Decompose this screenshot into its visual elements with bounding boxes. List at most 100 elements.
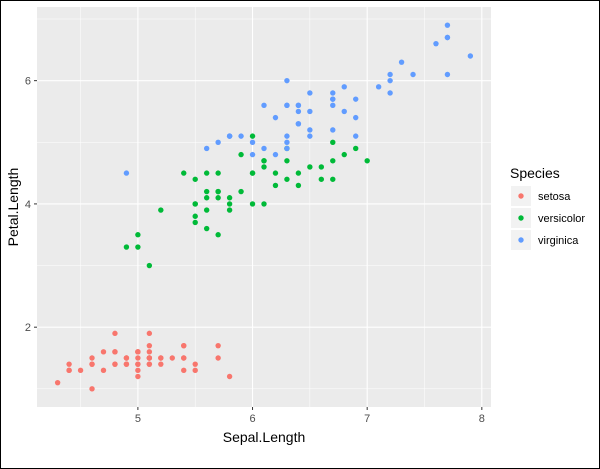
- point-virginica: [295, 108, 302, 115]
- point-virginica: [284, 145, 290, 152]
- point-versicolor: [192, 201, 198, 207]
- point-virginica: [284, 102, 290, 109]
- point-virginica: [226, 133, 233, 139]
- point-versicolor: [330, 139, 336, 145]
- point-versicolor: [215, 188, 221, 195]
- point-versicolor: [135, 244, 141, 250]
- point-virginica: [467, 53, 474, 59]
- point-versicolor: [238, 188, 244, 195]
- point-setosa: [66, 367, 72, 374]
- point-setosa: [135, 373, 141, 380]
- point-setosa: [226, 373, 233, 380]
- point-virginica: [444, 22, 451, 28]
- point-setosa: [100, 349, 107, 355]
- point-setosa: [100, 367, 107, 374]
- point-virginica: [387, 90, 393, 96]
- point-versicolor: [226, 207, 233, 213]
- point-setosa: [158, 361, 164, 367]
- point-versicolor: [203, 207, 210, 213]
- legend-label-setosa: setosa: [538, 191, 571, 203]
- point-setosa: [112, 330, 118, 337]
- point-versicolor: [192, 176, 198, 182]
- point-versicolor: [330, 158, 336, 164]
- point-setosa: [135, 355, 141, 361]
- point-versicolor: [135, 232, 141, 238]
- point-versicolor: [261, 164, 267, 170]
- point-setosa: [215, 342, 221, 349]
- legend-title: Species: [510, 165, 560, 181]
- point-versicolor: [215, 232, 221, 238]
- point-virginica: [261, 145, 267, 152]
- point-setosa: [89, 355, 95, 361]
- point-versicolor: [295, 182, 302, 189]
- point-setosa: [181, 355, 187, 361]
- x-tick-label: 6: [249, 413, 255, 425]
- point-setosa: [146, 330, 153, 337]
- point-virginica: [307, 133, 313, 139]
- point-versicolor: [203, 225, 210, 232]
- point-setosa: [192, 367, 198, 374]
- point-virginica: [307, 127, 313, 133]
- legend-marker-setosa: [518, 193, 524, 199]
- point-setosa: [146, 342, 153, 349]
- point-versicolor: [318, 176, 325, 182]
- point-virginica: [387, 77, 393, 84]
- point-virginica: [284, 139, 290, 145]
- point-setosa: [66, 361, 72, 367]
- points: [54, 22, 474, 392]
- point-setosa: [158, 355, 164, 361]
- point-versicolor: [215, 195, 221, 201]
- point-setosa: [112, 361, 118, 367]
- point-virginica: [272, 114, 279, 121]
- point-versicolor: [192, 213, 198, 219]
- point-virginica: [238, 133, 244, 139]
- point-setosa: [181, 367, 187, 374]
- point-setosa: [123, 355, 130, 361]
- point-setosa: [77, 367, 84, 374]
- point-virginica: [375, 84, 382, 90]
- point-setosa: [54, 379, 61, 386]
- point-virginica: [284, 133, 290, 139]
- point-setosa: [146, 361, 153, 367]
- point-versicolor: [238, 151, 244, 158]
- point-versicolor: [203, 195, 210, 201]
- point-setosa: [123, 361, 130, 367]
- point-virginica: [341, 108, 347, 115]
- point-virginica: [307, 108, 313, 115]
- point-setosa: [192, 361, 198, 367]
- point-versicolor: [307, 164, 313, 170]
- point-virginica: [353, 133, 359, 139]
- point-versicolor: [364, 158, 370, 164]
- point-versicolor: [353, 145, 359, 152]
- point-versicolor: [284, 176, 290, 182]
- legend-label-virginica: virginica: [538, 235, 579, 247]
- x-tick-label: 8: [479, 413, 485, 425]
- point-setosa: [135, 361, 141, 367]
- point-virginica: [330, 90, 336, 96]
- point-virginica: [444, 71, 451, 78]
- point-virginica: [410, 71, 416, 78]
- legend-marker-virginica: [518, 237, 524, 243]
- point-virginica: [272, 151, 279, 158]
- point-setosa: [89, 386, 95, 392]
- point-setosa: [146, 349, 153, 355]
- point-virginica: [307, 90, 313, 96]
- point-virginica: [433, 40, 439, 47]
- point-versicolor: [249, 170, 256, 176]
- x-tick-label: 5: [135, 413, 141, 425]
- y-axis-label: Petal.Length: [5, 168, 21, 247]
- point-virginica: [203, 145, 210, 152]
- y-tick-label: 6: [25, 76, 31, 88]
- point-virginica: [249, 139, 256, 145]
- point-versicolor: [261, 158, 267, 164]
- point-setosa: [146, 355, 153, 361]
- point-virginica: [353, 114, 359, 121]
- point-versicolor: [272, 170, 279, 176]
- y-tick-label: 4: [25, 199, 31, 211]
- point-virginica: [249, 151, 256, 158]
- point-versicolor: [123, 244, 130, 250]
- point-virginica: [398, 59, 405, 65]
- point-virginica: [215, 139, 221, 145]
